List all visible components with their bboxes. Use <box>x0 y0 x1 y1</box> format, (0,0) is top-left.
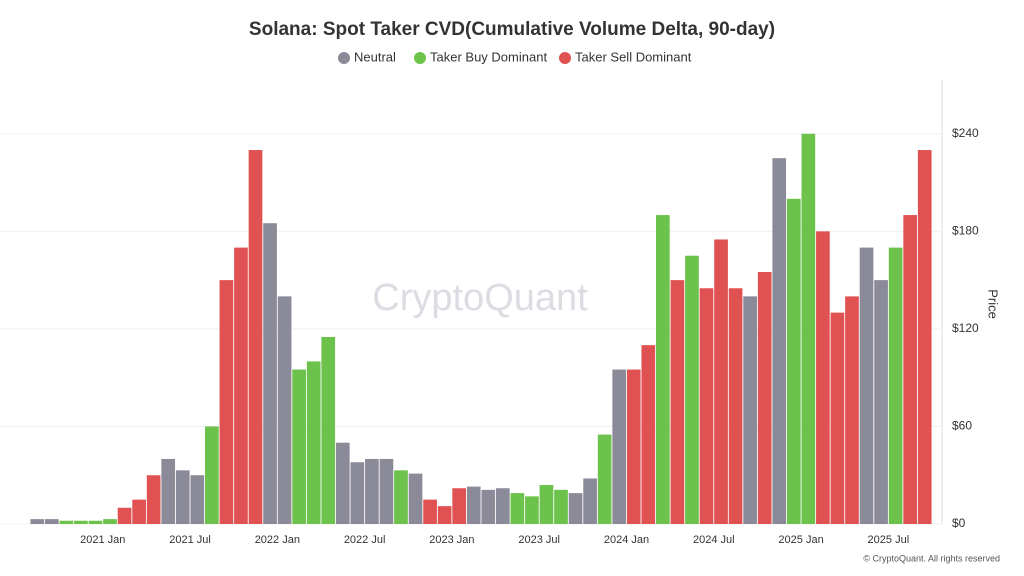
bar <box>728 288 743 524</box>
legend-swatch <box>414 52 426 64</box>
bar <box>59 520 74 524</box>
bar <box>88 520 103 524</box>
bar <box>670 280 685 524</box>
bar <box>597 434 612 524</box>
bar <box>437 506 452 524</box>
bar <box>816 231 830 525</box>
watermark: CryptoQuant <box>372 277 588 319</box>
x-tick-label: 2022 Jan <box>255 534 300 546</box>
bar <box>612 369 627 524</box>
bar <box>277 296 292 524</box>
bar <box>161 458 176 524</box>
bar <box>656 215 670 524</box>
bar <box>714 239 728 525</box>
bar <box>408 473 423 524</box>
bar <box>743 296 757 524</box>
chart-title: Solana: Spot Taker CVD(Cumulative Volume… <box>249 19 775 40</box>
y-tick-label: $180 <box>952 224 979 238</box>
bar <box>350 462 365 524</box>
bar <box>146 475 161 524</box>
x-tick-label: 2025 Jul <box>868 534 910 546</box>
bar <box>481 489 496 524</box>
x-tick-label: 2021 Jan <box>80 534 125 546</box>
bar <box>292 369 306 524</box>
bar <box>888 247 903 524</box>
x-tick-label: 2023 Jul <box>518 534 560 546</box>
bar <box>917 150 932 524</box>
bar <box>74 520 88 524</box>
bar <box>234 247 248 524</box>
bar <box>423 499 437 524</box>
bar <box>786 198 801 524</box>
x-tick-label: 2022 Jul <box>344 534 386 546</box>
x-tick-label: 2021 Jul <box>169 534 211 546</box>
x-tick-label: 2024 Jan <box>604 534 649 546</box>
y-tick-label: $240 <box>952 126 979 140</box>
bar <box>626 369 641 524</box>
bar <box>452 488 467 524</box>
bar <box>685 255 699 524</box>
bar <box>554 489 568 524</box>
bar <box>510 493 525 524</box>
bar <box>641 345 656 524</box>
x-tick-label: 2025 Jan <box>778 534 823 546</box>
legend-label: Neutral <box>354 49 396 64</box>
bar <box>845 296 859 524</box>
legend-swatch <box>559 52 571 64</box>
bar <box>365 458 379 524</box>
bar <box>757 271 772 524</box>
bar <box>132 499 146 524</box>
bar <box>466 486 481 524</box>
bar <box>583 478 597 524</box>
y-tick-label: $60 <box>952 419 972 433</box>
bar <box>568 493 583 524</box>
bar <box>394 470 408 524</box>
bar <box>190 475 205 524</box>
bar <box>379 458 394 524</box>
footer: © CryptoQuant. All rights reserved <box>863 553 1000 563</box>
x-tick-label: 2024 Jul <box>693 534 735 546</box>
bar <box>903 215 918 524</box>
bar <box>859 247 874 524</box>
bar <box>103 519 117 524</box>
bar <box>219 280 234 524</box>
bar <box>44 519 59 524</box>
bar <box>335 442 350 524</box>
bar <box>263 223 277 524</box>
legend-label: Taker Sell Dominant <box>575 49 692 64</box>
bar <box>539 484 554 524</box>
y-tick-label: $120 <box>952 321 979 335</box>
bar <box>30 519 45 524</box>
bar <box>175 470 190 524</box>
legend-swatch <box>338 52 350 64</box>
bar <box>801 133 816 524</box>
bar <box>248 150 263 524</box>
x-tick-label: 2023 Jan <box>429 534 474 546</box>
legend-label: Taker Buy Dominant <box>430 49 547 64</box>
y-tick-label: $0 <box>952 516 966 530</box>
bar <box>699 288 714 524</box>
bar <box>830 312 845 524</box>
bar <box>874 280 888 524</box>
bar <box>495 488 510 524</box>
bar <box>205 426 219 524</box>
y-axis-title: Price <box>986 289 1001 319</box>
bar <box>117 507 132 524</box>
bar <box>772 158 787 524</box>
bar <box>306 361 321 524</box>
bar <box>321 337 336 524</box>
bar <box>525 496 539 524</box>
